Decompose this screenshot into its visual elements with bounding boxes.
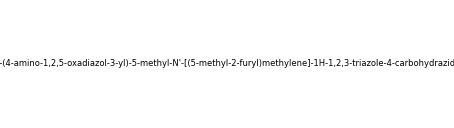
Text: 1-(4-amino-1,2,5-oxadiazol-3-yl)-5-methyl-N'-[(5-methyl-2-furyl)methylene]-1H-1,: 1-(4-amino-1,2,5-oxadiazol-3-yl)-5-methy… xyxy=(0,60,454,68)
